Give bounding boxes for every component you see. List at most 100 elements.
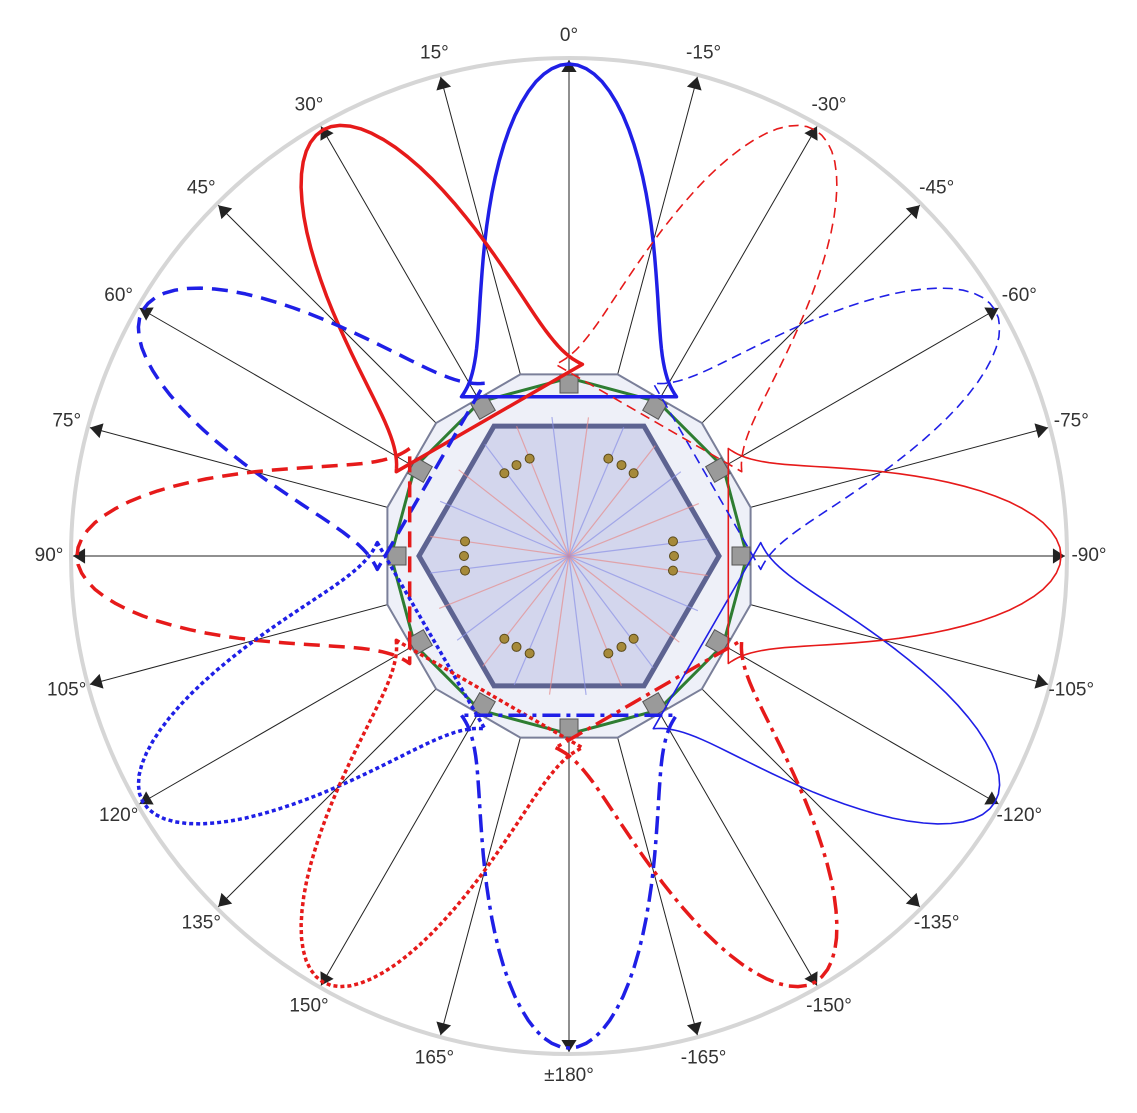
- spoke-arrowhead: [686, 1021, 702, 1036]
- device-element-dot: [460, 565, 471, 576]
- spoke-arrowhead: [436, 76, 452, 91]
- device-element-dot: [669, 551, 679, 561]
- device-frame-segment: [568, 708, 659, 736]
- device-connector: [407, 457, 434, 483]
- device-connector: [704, 457, 731, 483]
- spoke-line: [320, 715, 477, 986]
- spoke-line: [728, 307, 999, 464]
- lobe-series-line: [299, 638, 585, 989]
- device-frame-segment: [389, 555, 417, 646]
- angle-tick-label: -90°: [1071, 545, 1106, 566]
- device-internal-line: [439, 500, 570, 557]
- antenna-device-illustration: [386, 373, 752, 739]
- device-internal-line: [568, 502, 700, 557]
- angle-tick-labels: 0° 15° 30° 45° 60° 75° 90° 105° 120° 135° 150° 165°…: [35, 25, 1107, 1086]
- device-internal-line: [438, 555, 570, 610]
- device-internal-line: [568, 555, 708, 577]
- spoke-arrowhead: [561, 60, 577, 73]
- lobe-series-line: [459, 62, 679, 399]
- device-internal-line: [429, 555, 570, 574]
- lobe-series-line: [75, 446, 412, 666]
- device-connector: [470, 394, 496, 421]
- device-element-dot: [511, 460, 522, 471]
- device-frame-segment: [413, 643, 482, 712]
- spoke-arrowhead: [1034, 673, 1049, 689]
- device-element-dot: [499, 468, 510, 479]
- device-connector: [704, 629, 731, 655]
- device-internal-line: [513, 555, 570, 686]
- spoke-line: [699, 686, 921, 908]
- device-internal-line: [568, 555, 654, 669]
- outer-ring: [69, 56, 1069, 1056]
- device-connector: [642, 394, 668, 421]
- device-element-dot: [603, 648, 614, 659]
- spoke-arrowhead: [1052, 548, 1065, 564]
- device-element-dot: [667, 536, 678, 547]
- spoke-line: [616, 76, 698, 378]
- device-element-dot: [460, 536, 471, 547]
- spoke-arrowhead: [218, 205, 233, 220]
- angle-tick-label: 30°: [295, 95, 324, 116]
- spoke-arrowhead: [984, 307, 999, 321]
- spoke-line: [139, 307, 410, 464]
- device-frame-segment: [721, 466, 749, 557]
- spoke-line: [728, 648, 999, 805]
- spoke-arrowhead: [89, 423, 104, 439]
- spoke-line: [320, 126, 477, 397]
- device-element-dot: [511, 641, 522, 652]
- device-connector: [470, 691, 496, 718]
- device-element-dot: [616, 641, 627, 652]
- device-frame-segment: [656, 643, 725, 712]
- spoke-line: [616, 734, 698, 1036]
- device-element-dot: [459, 551, 469, 561]
- spoke-line: [661, 715, 818, 986]
- angle-tick-label: ±180°: [544, 1065, 594, 1086]
- spoke-line: [217, 686, 439, 908]
- spoke-line: [139, 648, 410, 805]
- angle-tick-label: 90°: [35, 545, 64, 566]
- radiation-lobes: [75, 62, 1062, 1050]
- device-internal-line: [484, 443, 570, 557]
- spoke-arrowhead: [905, 892, 920, 907]
- spoke-line: [89, 427, 391, 509]
- spoke-arrowhead: [218, 892, 233, 907]
- device-element-dot: [524, 453, 535, 464]
- lobe-series-line: [652, 541, 1001, 825]
- device-connector: [407, 629, 434, 655]
- angle-tick-label: 0°: [560, 25, 578, 46]
- device-connector: [731, 546, 751, 566]
- angle-tick-label: 75°: [52, 410, 81, 431]
- spoke-line: [440, 734, 522, 1036]
- spoke-line: [440, 76, 522, 378]
- device-frame-segment: [479, 708, 570, 736]
- angle-tick-label: 60°: [104, 285, 133, 306]
- spoke-arrowhead: [73, 548, 86, 564]
- angle-tick-label: -120°: [997, 805, 1043, 826]
- device-internal-line: [568, 417, 590, 557]
- angle-tick-label: 105°: [47, 680, 86, 701]
- device-element-dot: [628, 468, 639, 479]
- spoke-arrowhead: [139, 307, 154, 321]
- angle-tick-label: -165°: [681, 1047, 727, 1068]
- device-internal-line: [515, 425, 570, 557]
- angle-tick-label: -30°: [811, 95, 846, 116]
- angle-tick-label: -45°: [919, 177, 954, 198]
- spoke-line: [699, 204, 921, 426]
- lobe-series-line: [652, 287, 1001, 571]
- device-connector: [642, 691, 668, 718]
- lobe-series-line: [299, 123, 585, 474]
- device-internal-line: [568, 538, 709, 557]
- device-internal-line: [551, 416, 570, 557]
- spoke-line: [89, 603, 391, 685]
- device-internal-line: [568, 445, 656, 557]
- angle-tick-label: 120°: [99, 805, 138, 826]
- angle-tick-label: -15°: [686, 43, 721, 64]
- device-internal-line: [548, 555, 570, 695]
- device-element-dot: [603, 453, 614, 464]
- device-internal-line: [568, 555, 680, 643]
- spoke-arrowhead: [686, 76, 702, 91]
- lobe-series-line: [727, 447, 1062, 665]
- device-internal-line: [568, 555, 587, 696]
- spoke-line: [217, 204, 439, 426]
